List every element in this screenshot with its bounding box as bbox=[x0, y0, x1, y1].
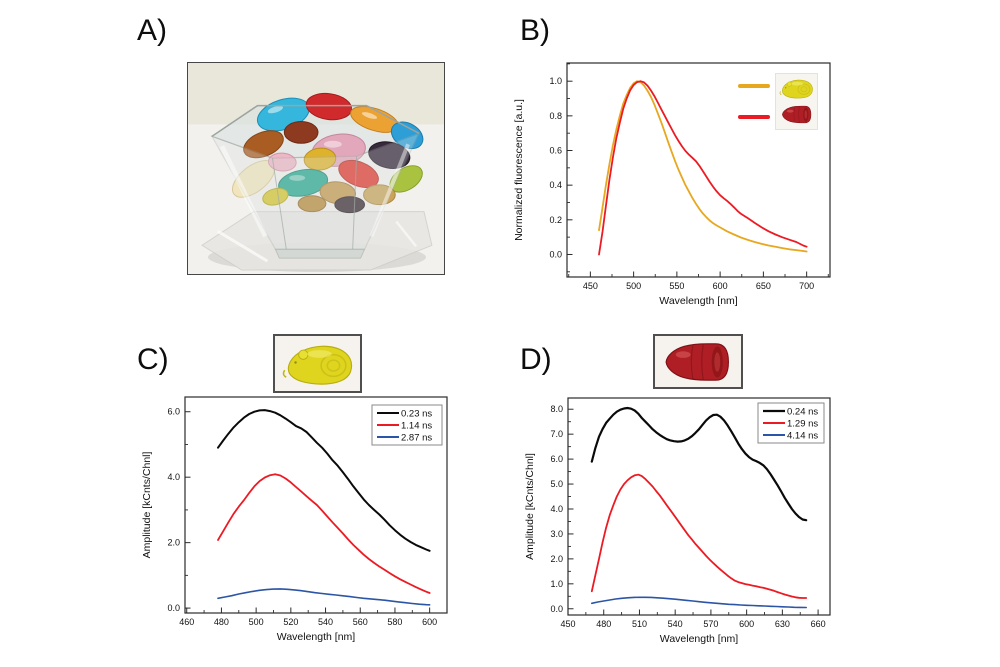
svg-text:0.0: 0.0 bbox=[550, 604, 563, 614]
svg-text:4.14 ns: 4.14 ns bbox=[787, 431, 818, 442]
svg-text:450: 450 bbox=[560, 619, 575, 629]
yellow-gummy-mouse-image bbox=[279, 340, 357, 388]
svg-text:1.14 ns: 1.14 ns bbox=[401, 421, 432, 432]
panel-d-label: D) bbox=[520, 343, 552, 376]
svg-text:0.0: 0.0 bbox=[549, 249, 562, 259]
svg-text:Normalized fluorescence [a.u.]: Normalized fluorescence [a.u.] bbox=[513, 99, 525, 241]
series-4.14-ns bbox=[591, 596, 808, 609]
svg-text:4.0: 4.0 bbox=[167, 472, 180, 482]
svg-text:Amplitude [kCnts/Chnl]: Amplitude [kCnts/Chnl] bbox=[141, 452, 153, 559]
series-red-gummy bbox=[598, 80, 808, 256]
svg-text:500: 500 bbox=[249, 617, 264, 627]
svg-text:0.23 ns: 0.23 ns bbox=[401, 409, 432, 420]
svg-text:6.0: 6.0 bbox=[550, 454, 563, 464]
svg-text:0.2: 0.2 bbox=[549, 215, 562, 225]
panel-d-candy-image bbox=[653, 334, 743, 389]
svg-text:540: 540 bbox=[668, 619, 683, 629]
svg-text:1.29 ns: 1.29 ns bbox=[787, 419, 818, 430]
x-axis: 450 500 550 600 650 700 Wavelength [nm] bbox=[568, 271, 829, 307]
series-1.14-ns bbox=[217, 473, 431, 594]
candy-bowl-photo bbox=[188, 63, 444, 274]
svg-text:600: 600 bbox=[713, 281, 728, 291]
svg-text:4.0: 4.0 bbox=[550, 504, 563, 514]
y-axis: 0.0 1.0 2.0 3.0 4.0 5.0 6.0 7.0 8.0 Amplitude [kC… bbox=[524, 404, 574, 614]
svg-text:0.0: 0.0 bbox=[167, 603, 180, 613]
svg-text:7.0: 7.0 bbox=[550, 429, 563, 439]
svg-text:600: 600 bbox=[422, 617, 437, 627]
series-0.23-ns bbox=[217, 409, 431, 552]
svg-text:0.4: 0.4 bbox=[549, 180, 562, 190]
svg-text:570: 570 bbox=[703, 619, 718, 629]
svg-text:1.0: 1.0 bbox=[549, 76, 562, 86]
svg-text:2.0: 2.0 bbox=[550, 554, 563, 564]
panel-c-candy-image bbox=[273, 334, 362, 393]
svg-text:2.0: 2.0 bbox=[167, 538, 180, 548]
panel-d-amplitude-chart: 450 480 510 540 570 600 630 660 Wavelength [nm] 0… bbox=[524, 397, 831, 645]
svg-text:540: 540 bbox=[318, 617, 333, 627]
y-axis: 0.0 0.2 0.4 0.6 0.8 1.0 Normalized fluorescenc… bbox=[513, 63, 573, 273]
svg-text:630: 630 bbox=[775, 619, 790, 629]
svg-text:5.0: 5.0 bbox=[550, 479, 563, 489]
panel-c-label: C) bbox=[137, 343, 169, 376]
svg-text:500: 500 bbox=[626, 281, 641, 291]
x-axis: 460 480 500 520 540 560 580 600 Wavelength [nm] bbox=[179, 607, 448, 643]
svg-text:2.87 ns: 2.87 ns bbox=[401, 433, 432, 444]
svg-text:700: 700 bbox=[799, 281, 814, 291]
svg-text:480: 480 bbox=[596, 619, 611, 629]
svg-text:450: 450 bbox=[583, 281, 598, 291]
svg-text:Wavelength [nm]: Wavelength [nm] bbox=[659, 295, 737, 307]
red-gummy-image bbox=[658, 339, 738, 385]
svg-text:600: 600 bbox=[739, 619, 754, 629]
svg-text:460: 460 bbox=[179, 617, 194, 627]
svg-text:1.0: 1.0 bbox=[550, 579, 563, 589]
x-axis: 450 480 510 540 570 600 630 660 Wavelength [nm] bbox=[560, 609, 826, 645]
series-0.24-ns bbox=[590, 406, 808, 522]
svg-text:0.6: 0.6 bbox=[549, 146, 562, 156]
series-yellow-gummy-mouse bbox=[598, 80, 808, 253]
series-1.29-ns bbox=[590, 473, 808, 599]
panel-b-legend-gummy-images bbox=[775, 73, 818, 130]
red-gummy-image bbox=[780, 103, 814, 126]
yellow-gummy-mouse-image bbox=[778, 77, 815, 100]
svg-text:480: 480 bbox=[214, 617, 229, 627]
series-2.87-ns bbox=[217, 588, 431, 606]
svg-text:6.0: 6.0 bbox=[167, 407, 180, 417]
legend: 0.24 ns1.29 ns4.14 ns bbox=[757, 402, 825, 444]
svg-text:Wavelength [nm]: Wavelength [nm] bbox=[277, 631, 355, 643]
legend: 0.23 ns1.14 ns2.87 ns bbox=[371, 404, 443, 446]
svg-text:650: 650 bbox=[756, 281, 771, 291]
svg-text:0.24 ns: 0.24 ns bbox=[787, 407, 818, 418]
svg-text:0.8: 0.8 bbox=[549, 111, 562, 121]
svg-text:510: 510 bbox=[632, 619, 647, 629]
bowl-base bbox=[274, 248, 366, 259]
y-axis: 0.0 2.0 4.0 6.0 Amplitude [kCnts/Chnl] bbox=[141, 407, 191, 613]
panel-a-label: A) bbox=[137, 14, 167, 47]
panel-b-label: B) bbox=[520, 14, 550, 47]
legend bbox=[738, 84, 770, 119]
svg-text:Wavelength [nm]: Wavelength [nm] bbox=[660, 633, 738, 645]
svg-text:8.0: 8.0 bbox=[550, 404, 563, 414]
svg-text:520: 520 bbox=[283, 617, 298, 627]
svg-text:3.0: 3.0 bbox=[550, 529, 563, 539]
svg-text:Amplitude [kCnts/Chnl]: Amplitude [kCnts/Chnl] bbox=[524, 453, 536, 560]
panel-a-photo-frame bbox=[187, 62, 445, 275]
svg-text:580: 580 bbox=[387, 617, 402, 627]
svg-text:550: 550 bbox=[669, 281, 684, 291]
svg-text:660: 660 bbox=[811, 619, 826, 629]
panel-c-amplitude-chart: 460 480 500 520 540 560 580 600 Wavelength [nm] 0… bbox=[141, 396, 448, 643]
svg-text:560: 560 bbox=[353, 617, 368, 627]
